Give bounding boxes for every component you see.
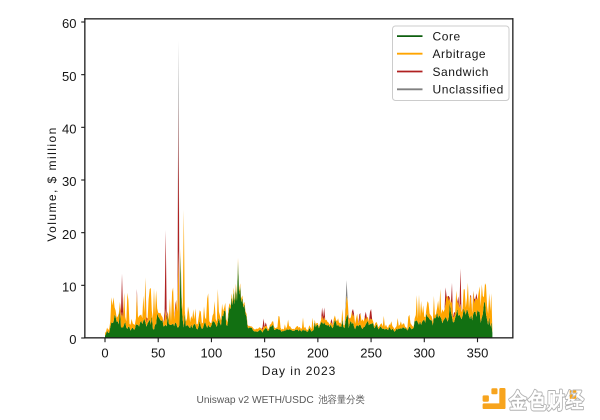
svg-text:50: 50 bbox=[62, 69, 76, 84]
svg-text:Arbitrage: Arbitrage bbox=[433, 47, 487, 61]
svg-text:100: 100 bbox=[201, 346, 223, 361]
svg-text:0: 0 bbox=[69, 332, 76, 347]
svg-text:350: 350 bbox=[467, 346, 489, 361]
svg-text:300: 300 bbox=[413, 346, 435, 361]
svg-text:60: 60 bbox=[62, 16, 76, 31]
svg-text:200: 200 bbox=[307, 346, 329, 361]
svg-text:20: 20 bbox=[62, 227, 76, 242]
svg-text:Volume, $ million: Volume, $ million bbox=[45, 126, 59, 241]
svg-text:40: 40 bbox=[62, 122, 76, 137]
svg-text:10: 10 bbox=[62, 280, 76, 295]
svg-text:Sandwich: Sandwich bbox=[433, 65, 489, 79]
svg-text:Core: Core bbox=[433, 29, 461, 43]
svg-text:250: 250 bbox=[360, 346, 382, 361]
svg-text:Unclassified: Unclassified bbox=[433, 83, 504, 97]
svg-text:0: 0 bbox=[101, 346, 108, 361]
svg-text:30: 30 bbox=[62, 174, 76, 189]
svg-text:Uniswap v2 WETH/USDC: Uniswap v2 WETH/USDC bbox=[197, 395, 314, 406]
svg-text:50: 50 bbox=[151, 346, 165, 361]
svg-text:Day in 2023: Day in 2023 bbox=[262, 364, 337, 378]
svg-text:150: 150 bbox=[254, 346, 276, 361]
